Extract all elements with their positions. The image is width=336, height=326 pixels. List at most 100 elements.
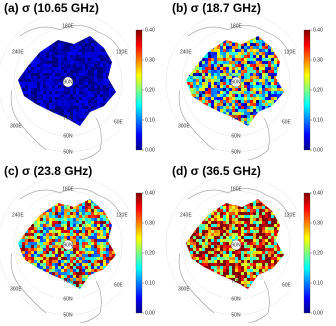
- pixel: [55, 91, 59, 95]
- pixel: [85, 106, 89, 110]
- pixel: [271, 218, 275, 222]
- pixel: [28, 79, 32, 83]
- pixel: [37, 103, 41, 107]
- pixel: [283, 290, 286, 293]
- pixel: [31, 55, 35, 59]
- pixel: [274, 233, 278, 237]
- pixel: [46, 64, 50, 68]
- pixel: [238, 233, 242, 237]
- pixel: [253, 91, 257, 95]
- pixel: [97, 233, 101, 237]
- pixel: [106, 251, 110, 255]
- pixel: [67, 40, 71, 44]
- pixel: [73, 209, 77, 213]
- pixel: [43, 85, 47, 89]
- pixel: [52, 91, 56, 95]
- pixel: [271, 278, 275, 282]
- pixel: [235, 272, 239, 276]
- pixel: [256, 115, 260, 119]
- pixel: [28, 70, 32, 74]
- pixel: [238, 230, 242, 234]
- pixel: [46, 88, 50, 92]
- pixel: [241, 200, 245, 204]
- pixel: [91, 49, 95, 53]
- pixel: [208, 233, 212, 237]
- pixel: [280, 91, 284, 95]
- pixel: [208, 206, 212, 210]
- pixel: [61, 236, 65, 240]
- pixel: [211, 85, 215, 89]
- pixel: [205, 100, 209, 104]
- pixel: [193, 79, 197, 83]
- pixel: [220, 118, 224, 122]
- pixel: [211, 281, 215, 285]
- pixel: [274, 82, 278, 86]
- pixel: [67, 266, 71, 270]
- pixel: [283, 91, 284, 95]
- pixel: [67, 55, 71, 59]
- pixel: [37, 94, 41, 98]
- pixel: [85, 251, 89, 255]
- pixel: [211, 275, 215, 279]
- pixel: [286, 242, 289, 245]
- pixel: [229, 49, 233, 53]
- pixel: [76, 290, 79, 293]
- pixel: [217, 236, 221, 240]
- pixel: [97, 257, 101, 261]
- pixel: [271, 100, 275, 104]
- pixel: [22, 224, 26, 228]
- pixel: [265, 275, 269, 279]
- pixel: [214, 269, 218, 273]
- pixel: [49, 248, 53, 252]
- pixel: [94, 91, 98, 95]
- pixel: [103, 257, 107, 261]
- pixel: [18, 91, 20, 95]
- pixel: [244, 79, 248, 83]
- lon-label: 120E: [284, 212, 296, 218]
- pixel: [61, 251, 65, 255]
- pixel: [253, 206, 257, 210]
- pixel: [268, 61, 272, 65]
- pixel: [271, 230, 275, 234]
- pixel: [43, 46, 47, 50]
- pixel: [223, 272, 227, 276]
- pixel: [18, 73, 20, 77]
- pixel: [76, 37, 80, 41]
- pixel: [76, 227, 80, 231]
- pixel: [280, 36, 284, 38]
- pixel: [265, 248, 269, 252]
- pixel: [106, 112, 110, 116]
- pixel: [31, 43, 35, 47]
- pixel: [253, 115, 257, 119]
- pixel: [58, 40, 62, 44]
- pixel: [73, 115, 77, 119]
- pixel: [286, 85, 289, 88]
- pixel: [55, 215, 59, 219]
- pixel: [34, 272, 38, 276]
- pixel: [52, 284, 56, 288]
- pixel: [61, 227, 65, 231]
- pixel: [211, 94, 215, 98]
- pixel: [193, 257, 197, 261]
- pixel: [271, 251, 275, 255]
- pixel: [274, 242, 278, 246]
- pixel: [193, 266, 197, 270]
- pixel: [211, 245, 215, 249]
- pixel: [19, 224, 23, 228]
- pixel: [259, 73, 263, 77]
- pixel: [190, 103, 194, 107]
- pixel: [19, 263, 23, 267]
- pixel: [109, 36, 113, 38]
- pixel: [31, 242, 35, 246]
- pixel: [205, 49, 209, 53]
- pixel: [250, 227, 254, 231]
- pixel: [79, 49, 83, 53]
- pixel: [253, 272, 257, 276]
- pixel: [109, 124, 113, 126]
- pixel: [232, 236, 236, 240]
- pixel: [211, 269, 215, 273]
- pixel: [52, 200, 56, 204]
- pixel: [25, 242, 29, 246]
- pixel: [94, 263, 98, 267]
- pixel: [223, 290, 226, 293]
